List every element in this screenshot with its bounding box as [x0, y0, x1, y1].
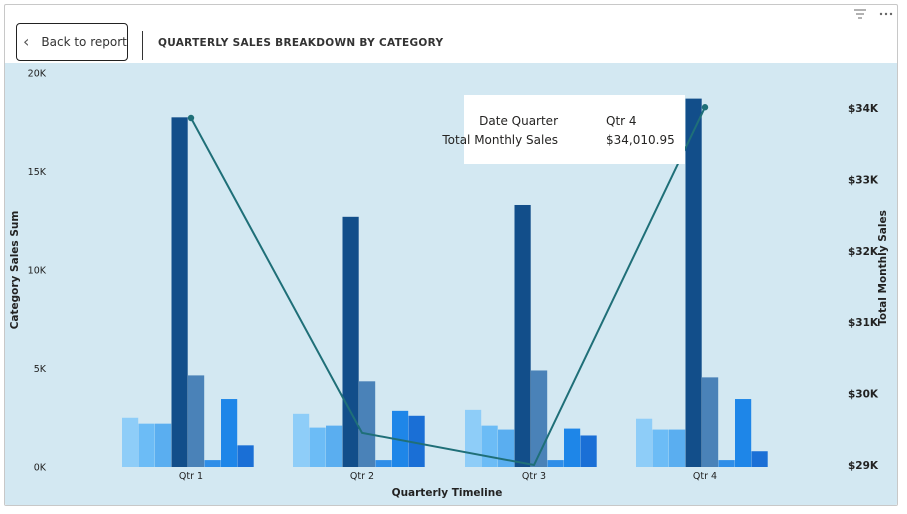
tooltip-value-quarter: Qtr 4 — [606, 114, 637, 128]
bar-qtr-4-series-6[interactable] — [718, 460, 735, 467]
bar-qtr-1-series-4[interactable] — [171, 117, 188, 467]
bar-qtr-3-series-4[interactable] — [514, 204, 531, 468]
total-monthly-sales-line — [190, 106, 706, 467]
line-point-qtr-1[interactable] — [187, 114, 195, 122]
bar-qtr-1-series-5[interactable] — [188, 375, 205, 467]
bar-qtr-2-series-4[interactable] — [342, 216, 359, 467]
x-tick-label: Qtr 4 — [693, 471, 717, 482]
x-tick-label: Qtr 3 — [522, 471, 546, 482]
bar-qtr-3-series-6[interactable] — [547, 460, 564, 467]
bar-qtr-2-series-7[interactable] — [392, 410, 409, 467]
bar-qtr-2-series-3[interactable] — [326, 425, 343, 467]
y-tick-label: 5K — [34, 364, 47, 375]
more-options-icon[interactable] — [879, 8, 893, 22]
y-tick-label: 20K — [28, 69, 47, 80]
x-tick-label: Qtr 2 — [350, 471, 374, 482]
chevron-left-icon: ‹ — [23, 32, 30, 51]
page-title: QUARTERLY SALES BREAKDOWN BY CATEGORY — [158, 37, 444, 49]
y-tick-label: 0K — [34, 463, 47, 474]
y2-tick-label: $29K — [848, 460, 879, 472]
bar-qtr-2-series-5[interactable] — [359, 381, 376, 467]
bar-qtr-4-series-2[interactable] — [652, 429, 669, 467]
bar-qtr-4-series-4[interactable] — [685, 98, 702, 468]
bar-qtr-2-series-1[interactable] — [293, 413, 310, 467]
line-point-qtr-4[interactable] — [701, 104, 709, 111]
bar-qtr-1-series-3[interactable] — [155, 423, 172, 467]
bar-qtr-3-series-2[interactable] — [481, 425, 498, 467]
back-to-report-button[interactable]: ‹ Back to report — [16, 23, 128, 61]
bar-qtr-2-series-2[interactable] — [309, 427, 326, 467]
back-to-report-label: Back to report — [41, 35, 127, 49]
y2-tick-label: $30K — [848, 389, 879, 401]
visual-header-icons — [853, 8, 893, 22]
bar-qtr-1-series-6[interactable] — [204, 460, 221, 467]
y2-axis-title: Total Monthly Sales — [877, 210, 889, 326]
y2-tick-label: $31K — [848, 317, 879, 329]
tooltip-value-sales: $34,010.95 — [606, 133, 675, 147]
bar-qtr-4-series-3[interactable] — [669, 429, 686, 467]
bar-qtr-1-series-1[interactable] — [122, 417, 139, 467]
bar-qtr-1-series-8[interactable] — [237, 445, 254, 467]
filter-icon[interactable] — [853, 8, 867, 22]
bar-qtr-4-series-7[interactable] — [735, 399, 752, 467]
y2-tick-label: $34K — [848, 103, 879, 115]
bar-qtr-4-series-5[interactable] — [702, 377, 719, 467]
bar-qtr-1-series-2[interactable] — [138, 423, 155, 467]
bar-qtr-4-series-8[interactable] — [751, 451, 768, 467]
bar-qtr-3-series-5[interactable] — [531, 370, 548, 467]
y2-tick-label: $32K — [848, 246, 879, 258]
bar-qtr-3-series-3[interactable] — [498, 429, 515, 467]
bar-qtr-2-series-8[interactable] — [408, 415, 425, 467]
bar-qtr-3-series-1[interactable] — [465, 409, 482, 467]
header-divider — [142, 31, 143, 60]
y-axis-title: Category Sales Sum — [9, 211, 21, 330]
y2-tick-label: $33K — [848, 174, 879, 186]
bar-qtr-1-series-7[interactable] — [221, 399, 238, 467]
chart-tooltip: Date Quarter Qtr 4 Total Monthly Sales $… — [442, 95, 685, 164]
tooltip-key-quarter: Date Quarter — [479, 114, 558, 128]
tooltip-key-sales: Total Monthly Sales — [442, 133, 558, 147]
bar-qtr-3-series-7[interactable] — [564, 428, 581, 467]
y-tick-label: 15K — [28, 167, 47, 178]
y-tick-label: 10K — [28, 266, 47, 277]
x-axis-title: Quarterly Timeline — [392, 487, 503, 499]
x-tick-label: Qtr 1 — [179, 471, 203, 482]
bar-qtr-2-series-6[interactable] — [375, 460, 392, 467]
bar-qtr-3-series-8[interactable] — [580, 435, 597, 467]
bar-qtr-4-series-1[interactable] — [636, 418, 653, 467]
